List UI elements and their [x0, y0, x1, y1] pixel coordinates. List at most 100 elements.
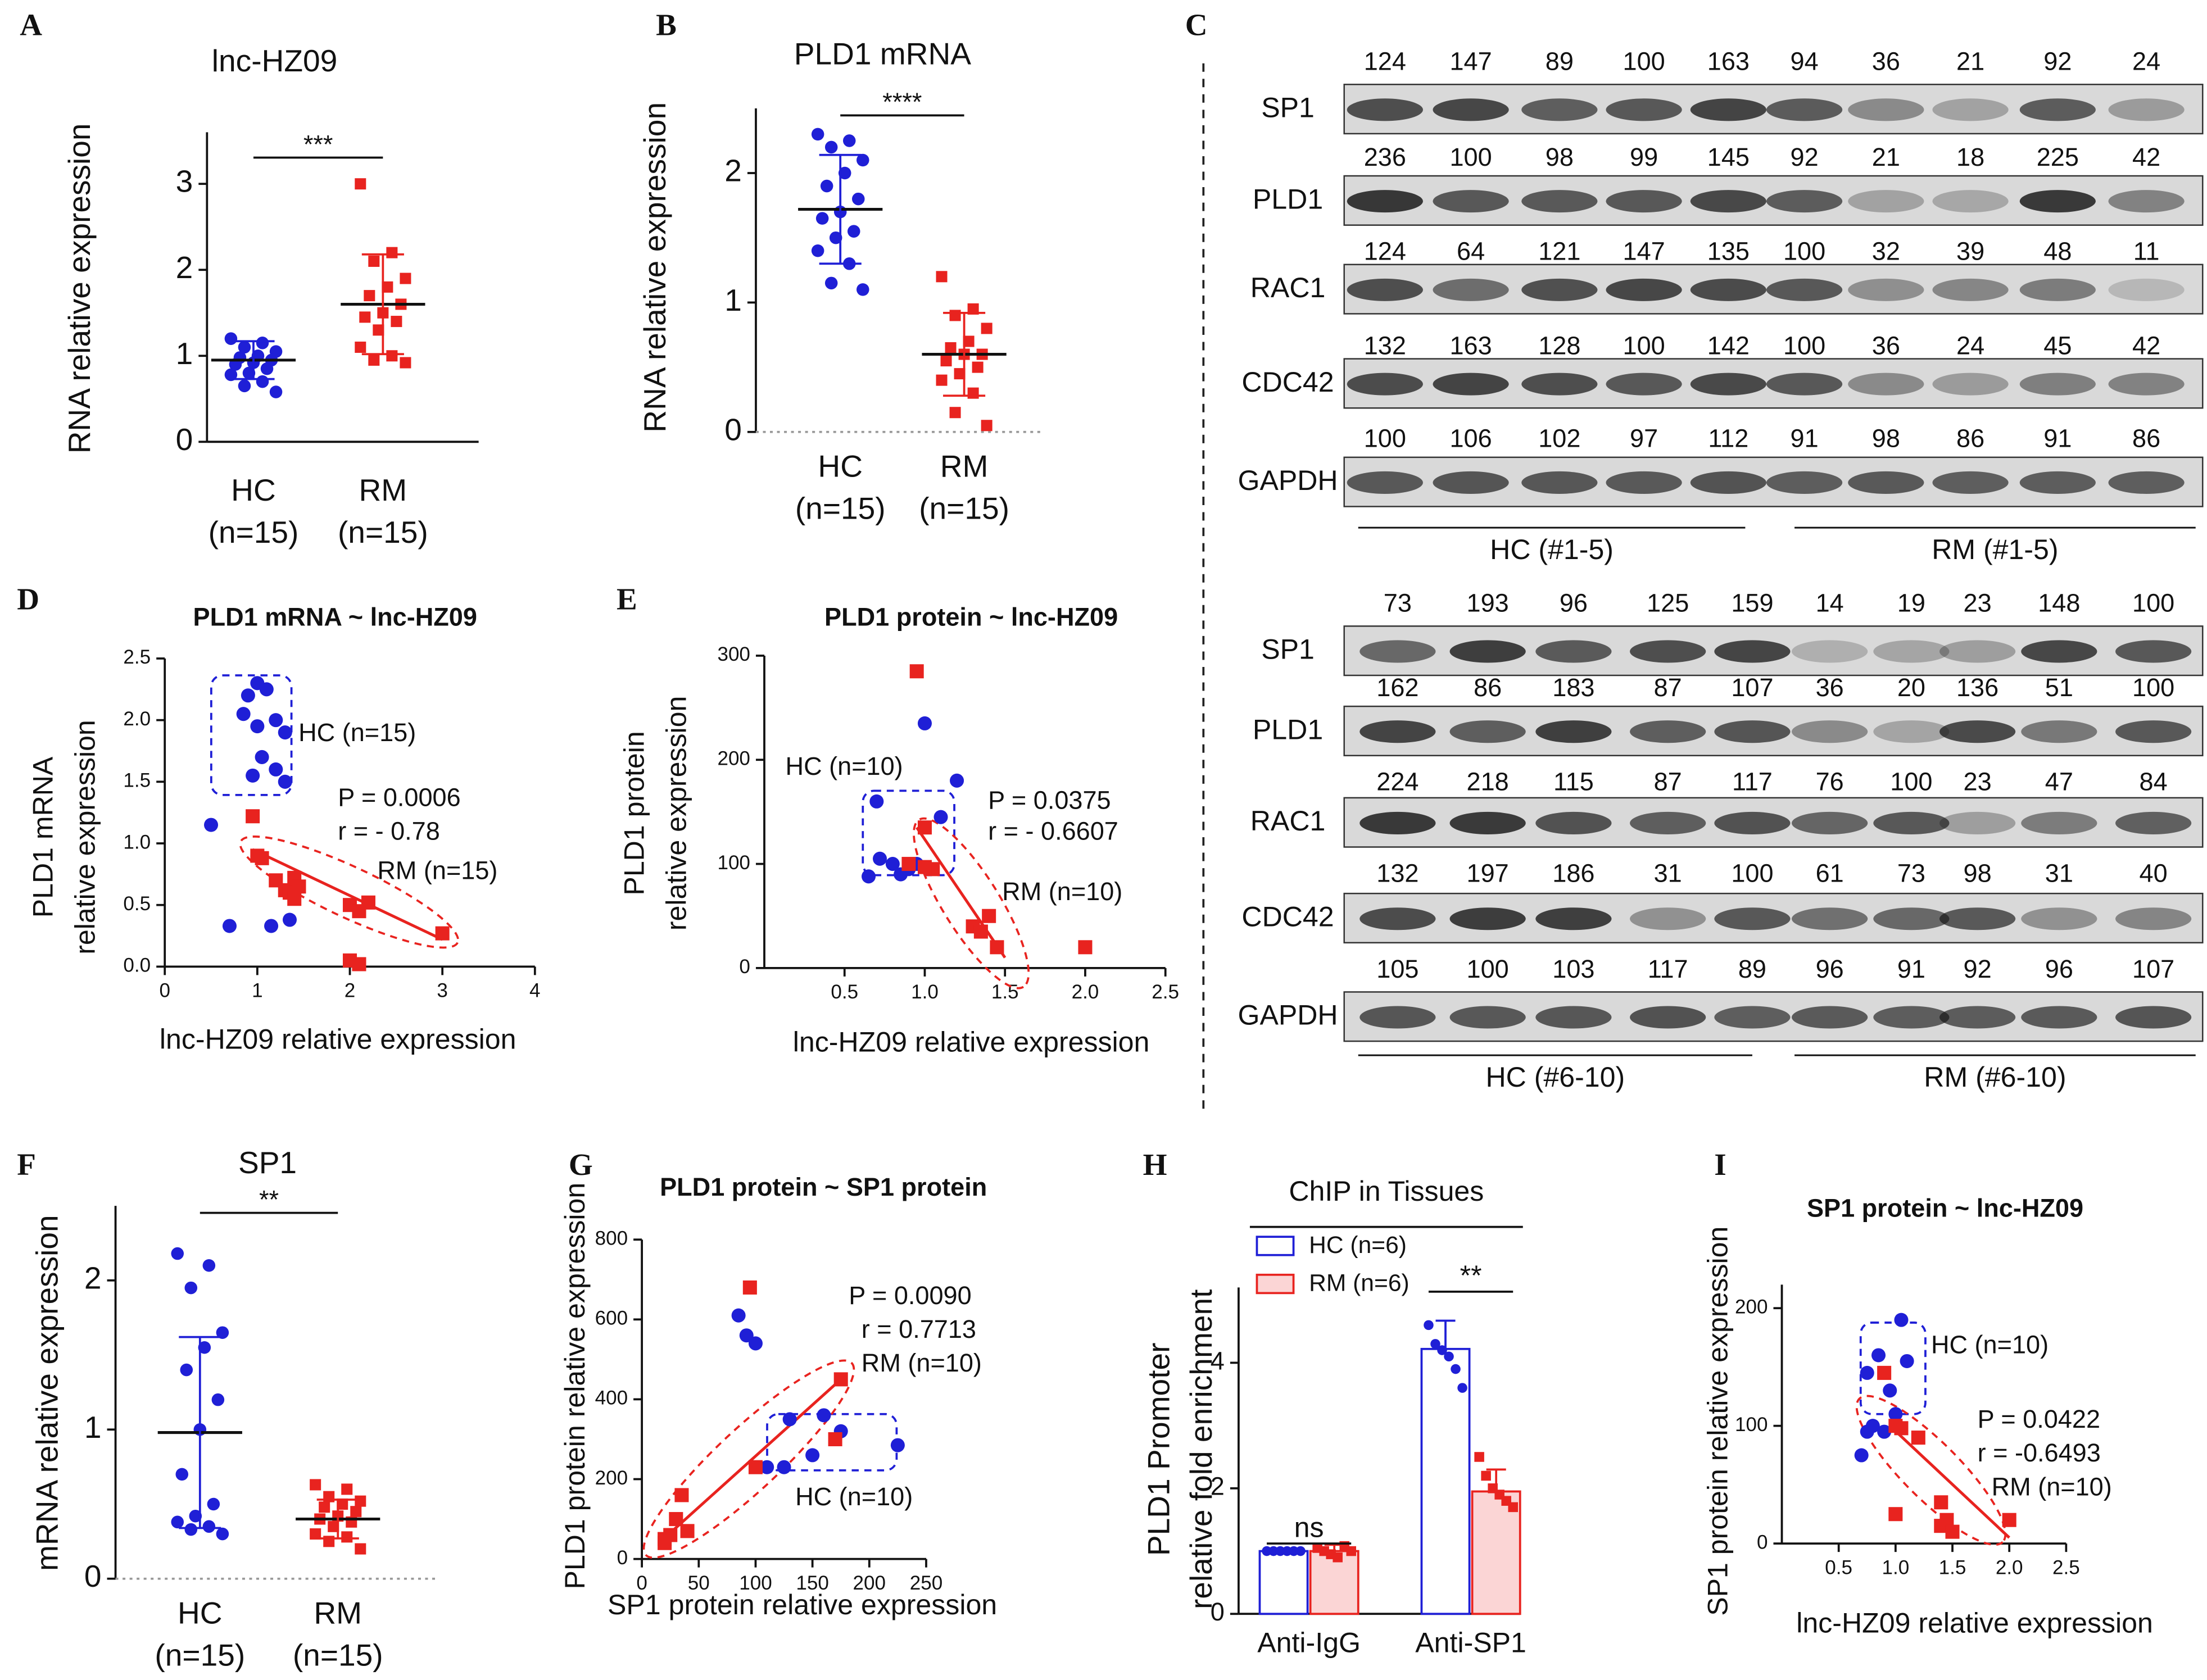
y-tick-label: 0: [724, 412, 742, 447]
band-value: 36: [1872, 331, 1900, 360]
data-point: [355, 341, 366, 353]
blot-band: [1535, 811, 1612, 834]
blot-band: [1521, 278, 1598, 301]
data-point: [1282, 1546, 1292, 1556]
data-point: [658, 1536, 672, 1550]
blot-band: [1932, 190, 2009, 213]
band-value: 128: [1538, 331, 1580, 360]
blot-band: [1714, 640, 1791, 663]
band-value: 21: [1872, 143, 1900, 171]
data-point: [278, 725, 292, 740]
band-value: 89: [1738, 955, 1766, 983]
band-value: 89: [1546, 47, 1574, 76]
y-tick-label: 1.5: [123, 770, 151, 792]
band-value: 147: [1623, 237, 1665, 266]
band-value: 91: [1897, 955, 1925, 983]
blot-band: [1347, 190, 1423, 213]
band-value: 132: [1376, 859, 1419, 888]
panel-label: F: [17, 1147, 36, 1182]
blot-band: [2108, 98, 2185, 121]
data-point: [222, 919, 237, 933]
band-value: 32: [1872, 237, 1900, 266]
y-tick-label: 0: [176, 422, 193, 457]
data-point: [216, 1527, 229, 1541]
fit-line: [252, 848, 443, 941]
blot-band: [2019, 278, 2096, 301]
y-axis-label: mRNA relative expression: [29, 1215, 64, 1571]
band-value: 183: [1552, 673, 1594, 702]
band-value: 84: [2140, 768, 2168, 796]
x-tick-label: 1.5: [1939, 1556, 1966, 1578]
blot-band: [1690, 373, 1766, 396]
data-point: [1894, 1313, 1909, 1327]
band-value: 117: [1732, 768, 1773, 796]
data-point: [310, 1479, 321, 1491]
significance: **: [259, 1185, 279, 1214]
data-point: [954, 368, 966, 380]
data-point: [973, 924, 988, 939]
data-point: [1934, 1495, 1948, 1510]
data-point: [310, 1528, 321, 1540]
data-point: [777, 1460, 791, 1474]
blot-band: [2021, 1006, 2097, 1029]
blot-label: RAC1: [1250, 805, 1326, 837]
data-point: [238, 340, 251, 354]
band-value: 94: [1791, 47, 1819, 76]
blot-band: [2021, 720, 2097, 743]
data-point: [2002, 1513, 2016, 1527]
data-point: [820, 179, 833, 193]
data-point: [368, 354, 380, 366]
significance: ***: [303, 130, 333, 158]
x-axis-label: lnc-HZ09 relative expression: [1796, 1608, 2153, 1639]
x-tick-label: 1.0: [911, 981, 939, 1003]
bar: [1258, 1550, 1309, 1615]
data-point: [246, 768, 260, 783]
data-point: [1078, 940, 1093, 955]
x-axis-label: lnc-HZ09 relative expression: [160, 1023, 516, 1055]
data-point: [207, 1497, 220, 1511]
data-point: [355, 178, 366, 190]
data-point: [361, 895, 375, 910]
annotation: RM (n=15): [377, 856, 497, 885]
data-point: [364, 290, 375, 302]
bar: [1420, 1347, 1471, 1615]
y-axis-label: PLD1 Promoter: [1141, 1343, 1176, 1556]
x-tick-label: Anti-IgG: [1257, 1627, 1361, 1659]
data-point: [1333, 1552, 1343, 1563]
data-point: [949, 310, 961, 321]
category-note: (n=15): [209, 515, 299, 550]
band-value: 186: [1552, 859, 1594, 888]
blot-band: [1606, 190, 1682, 213]
data-point: [328, 1520, 339, 1532]
data-point: [198, 1341, 211, 1354]
x-tick-label: RM: [359, 473, 407, 507]
annotation: P = 0.0006: [338, 783, 460, 811]
band-value: 31: [1654, 859, 1682, 888]
blot-band: [1521, 98, 1598, 121]
panel-label: E: [617, 582, 637, 616]
chart-title: PLD1 mRNA ~ lnc-HZ09: [193, 603, 477, 632]
band-value: 47: [2045, 768, 2073, 796]
band-value: 36: [1816, 673, 1844, 702]
blot-band: [1630, 907, 1706, 930]
data-point: [1424, 1320, 1434, 1331]
category-note: (n=15): [919, 491, 1009, 526]
data-point: [189, 1509, 202, 1523]
data-point: [355, 1495, 366, 1507]
data-point: [1854, 1448, 1869, 1463]
blot-band: [1766, 190, 1843, 213]
x-tick-label: 3: [437, 980, 448, 1002]
band-value: 51: [2045, 673, 2073, 702]
x-axis-label: lnc-HZ09 relative expression: [793, 1026, 1150, 1057]
band-value: 92: [1791, 143, 1819, 171]
blot-band: [1939, 907, 2016, 930]
band-value: 45: [2043, 331, 2072, 360]
data-point: [1894, 1421, 1909, 1436]
data-point: [171, 1247, 184, 1260]
band-value: 23: [1964, 768, 1992, 796]
blot-band: [1433, 98, 1509, 121]
blot-band: [2021, 907, 2097, 930]
data-point: [1945, 1524, 1960, 1539]
data-point: [890, 1438, 905, 1452]
category-note: (n=15): [338, 515, 428, 550]
